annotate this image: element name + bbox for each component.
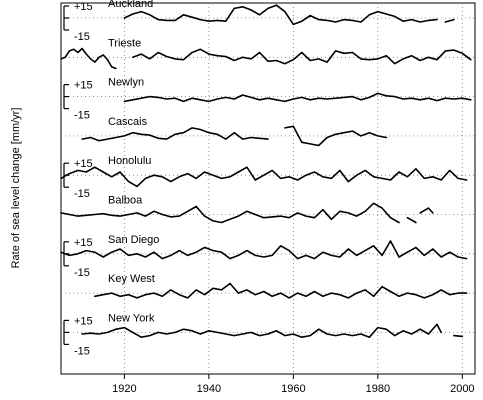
scale-label-minus: -15 bbox=[74, 267, 90, 279]
scale-label-minus: -15 bbox=[74, 188, 90, 200]
x-axis: 1920 1940 1960 1980 2000 bbox=[112, 374, 475, 395]
series-label: New York bbox=[108, 312, 155, 324]
series-line bbox=[123, 92, 472, 103]
series-label: Honolulu bbox=[108, 155, 151, 167]
x-tick-label: 1920 bbox=[112, 383, 136, 395]
scale-label-plus: +15 bbox=[74, 315, 93, 327]
series-line bbox=[81, 127, 269, 142]
scale-label-minus: -15 bbox=[74, 110, 90, 122]
series-label: Auckland bbox=[108, 0, 153, 10]
series-line bbox=[419, 207, 434, 214]
plot-frame bbox=[60, 2, 476, 375]
x-tick-label: 1940 bbox=[197, 383, 221, 395]
scale-label-plus: +15 bbox=[74, 80, 93, 92]
series-line bbox=[60, 240, 468, 260]
x-tick-label: 1960 bbox=[281, 383, 305, 395]
series-label: San Diego bbox=[108, 234, 159, 246]
series-line bbox=[444, 18, 455, 23]
series-layer: Auckland +15 -15 Trieste Newlyn +15 -15 Cascais… bbox=[60, 0, 472, 357]
series-line bbox=[406, 216, 417, 224]
scale-label-minus: -15 bbox=[74, 345, 90, 357]
series-line bbox=[123, 4, 438, 26]
series-label: Newlyn bbox=[108, 77, 144, 89]
series-line bbox=[453, 334, 464, 338]
series-line bbox=[81, 323, 442, 338]
y-axis-label: Rate of sea level change [mm/yr] bbox=[10, 108, 22, 269]
scale-label-plus: +15 bbox=[74, 158, 93, 170]
x-tick-label: 1980 bbox=[366, 383, 390, 395]
series-line bbox=[94, 282, 468, 299]
series-label: Cascais bbox=[108, 116, 148, 128]
x-tick-label: 2000 bbox=[450, 383, 474, 395]
series-label: Key West bbox=[108, 273, 155, 285]
series-line bbox=[132, 48, 472, 65]
series-line bbox=[60, 202, 400, 224]
scale-label-plus: +15 bbox=[74, 237, 93, 249]
series-line bbox=[60, 47, 117, 70]
series-line bbox=[284, 125, 388, 147]
series-label: Trieste bbox=[108, 37, 141, 49]
scale-label-plus: +15 bbox=[74, 1, 93, 13]
scale-label-minus: -15 bbox=[74, 31, 90, 43]
series-line bbox=[60, 166, 468, 188]
series-label: Balboa bbox=[108, 195, 143, 207]
